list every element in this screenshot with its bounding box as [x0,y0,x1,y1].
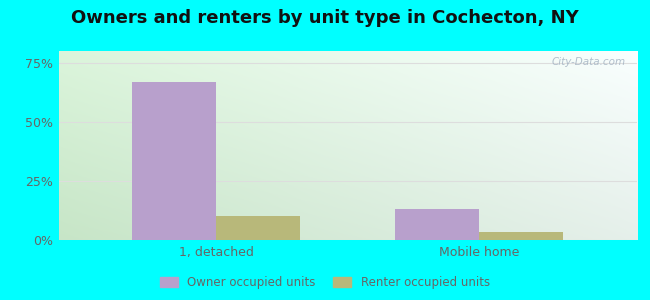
Text: City-Data.com: City-Data.com [551,57,625,67]
Bar [395,209,479,240]
Text: Owners and renters by unit type in Cochecton, NY: Owners and renters by unit type in Coche… [71,9,579,27]
Bar [216,216,300,240]
Legend: Owner occupied units, Renter occupied units: Owner occupied units, Renter occupied un… [155,272,495,294]
Bar [132,82,216,240]
Bar [479,232,564,240]
